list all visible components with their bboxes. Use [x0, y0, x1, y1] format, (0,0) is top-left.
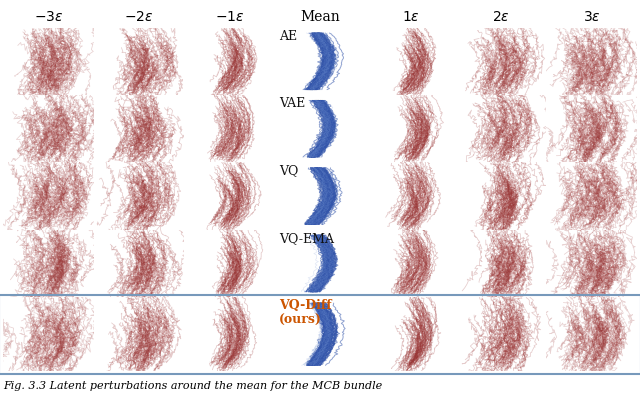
Text: AE: AE: [279, 30, 298, 43]
Text: VAE: VAE: [279, 97, 305, 110]
Text: $-3\epsilon$: $-3\epsilon$: [34, 10, 63, 24]
Text: Fig. 3.3 Latent perturbations around the mean for the MCB bundle: Fig. 3.3 Latent perturbations around the…: [3, 380, 383, 391]
Text: $-2\epsilon$: $-2\epsilon$: [124, 10, 154, 24]
Text: VQ-Diff
(ours): VQ-Diff (ours): [279, 299, 332, 327]
Text: $2\epsilon$: $2\epsilon$: [492, 10, 510, 24]
Text: Mean: Mean: [300, 10, 340, 24]
Text: VQ: VQ: [279, 164, 299, 177]
Text: $-1\epsilon$: $-1\epsilon$: [215, 10, 244, 24]
Text: VQ-EMA: VQ-EMA: [279, 232, 334, 245]
Text: $1\epsilon$: $1\epsilon$: [401, 10, 419, 24]
Text: $3\epsilon$: $3\epsilon$: [582, 10, 600, 24]
